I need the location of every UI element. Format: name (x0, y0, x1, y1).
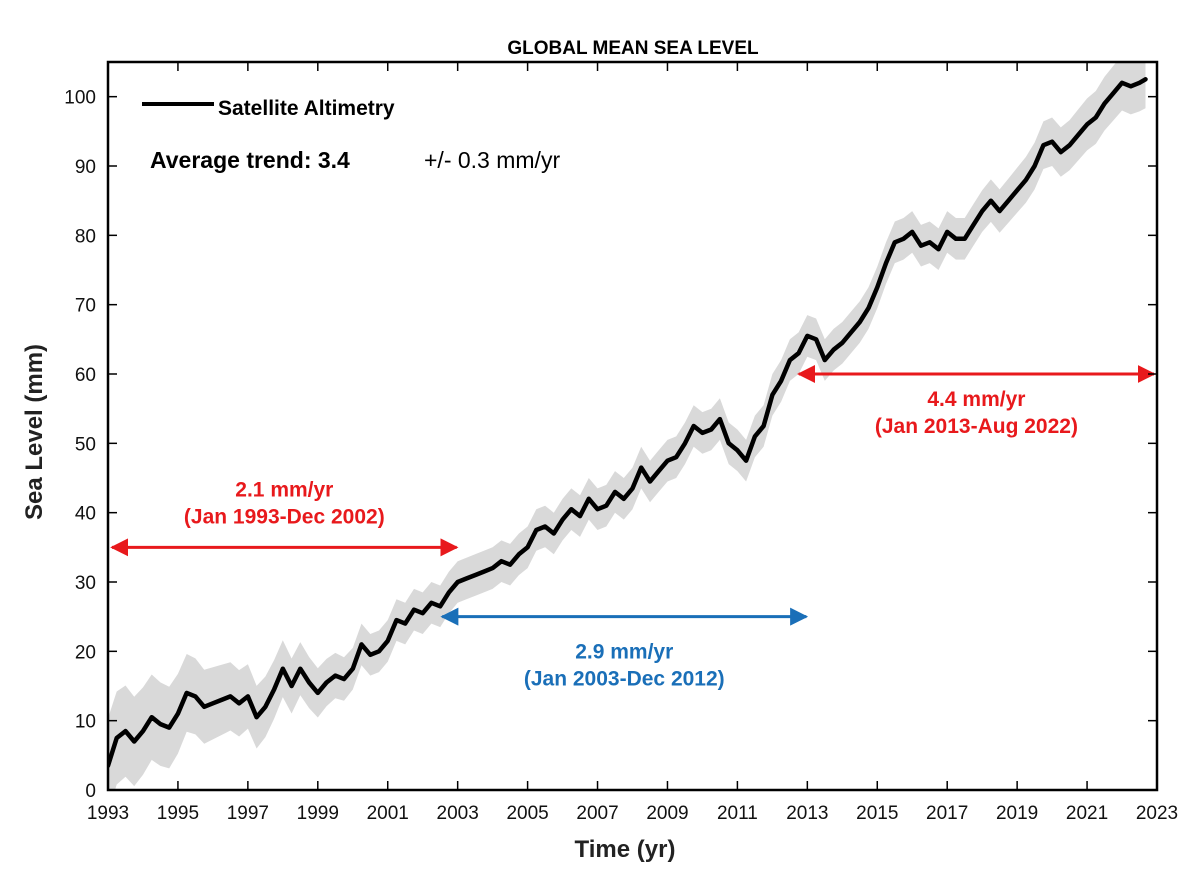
y-tick-label: 0 (85, 781, 96, 802)
y-tick-label: 100 (64, 88, 96, 109)
y-tick-label: 10 (75, 712, 96, 733)
x-tick-label: 2001 (367, 803, 409, 824)
x-tick-label: 1999 (297, 803, 339, 824)
y-tick-label: 80 (75, 226, 96, 247)
x-axis-label: Time (yr) (575, 836, 676, 863)
series-line-satellite-altimetry (108, 77, 1148, 768)
x-tick-label: 2005 (506, 803, 548, 824)
x-axis-ticks: 1993 1995 1997 1999 2001 2003 2005 2007 2009 2011… (87, 62, 1178, 824)
plot-frame (106, 60, 1159, 792)
y-tick-label: 70 (75, 296, 96, 317)
annotation-rate-1: 2.9 mm/yr (575, 641, 673, 664)
series-line-layer (108, 77, 1148, 768)
x-tick-label: 2017 (926, 803, 968, 824)
y-tick-label: 20 (75, 642, 96, 663)
x-tick-label: 2009 (646, 803, 688, 824)
y-axis-ticks: 0 10 20 30 40 50 60 70 80 90 100 (64, 88, 1157, 802)
x-tick-label: 1995 (157, 803, 199, 824)
uncertainty-band-layer (108, 62, 1146, 790)
average-trend-value: Average trend: 3.4 (150, 147, 350, 173)
uncertainty-band (108, 62, 1146, 790)
legend-label: Satellite Altimetry (218, 97, 395, 120)
x-tick-label: 2003 (437, 803, 479, 824)
average-trend-uncertainty: +/- 0.3 mm/yr (424, 147, 560, 173)
annotation-period-1: (Jan 2003-Dec 2012) (524, 668, 725, 691)
annotation-period-2: (Jan 2013-Aug 2022) (875, 415, 1078, 438)
x-tick-label: 2021 (1066, 803, 1108, 824)
chart-title: GLOBAL MEAN SEA LEVEL (507, 38, 759, 59)
y-tick-label: 50 (75, 434, 96, 455)
x-tick-label: 1997 (227, 803, 269, 824)
x-tick-label: 2013 (786, 803, 828, 824)
annotations-layer: 2.1 mm/yr (Jan 1993-Dec 2002) 2.9 mm/yr (Ja… (110, 365, 1156, 691)
y-tick-label: 30 (75, 573, 96, 594)
x-tick-label: 2015 (856, 803, 898, 824)
annotation-period-0: (Jan 1993-Dec 2002) (184, 505, 385, 528)
legend: Satellite Altimetry (142, 97, 395, 120)
x-tick-label: 2019 (996, 803, 1038, 824)
y-axis-label: Sea Level (mm) (21, 344, 48, 520)
y-tick-label: 90 (75, 157, 96, 178)
y-tick-label: 60 (75, 365, 96, 386)
x-tick-label: 2007 (576, 803, 618, 824)
y-tick-label: 40 (75, 504, 96, 525)
average-trend: Average trend: 3.4 +/- 0.3 mm/yr (150, 147, 560, 173)
annotation-rate-2: 4.4 mm/yr (927, 388, 1025, 411)
x-tick-label: 2011 (717, 803, 758, 824)
annotation-rate-0: 2.1 mm/yr (235, 478, 333, 501)
x-tick-label: 1993 (87, 803, 129, 824)
x-tick-label: 2023 (1136, 803, 1178, 824)
